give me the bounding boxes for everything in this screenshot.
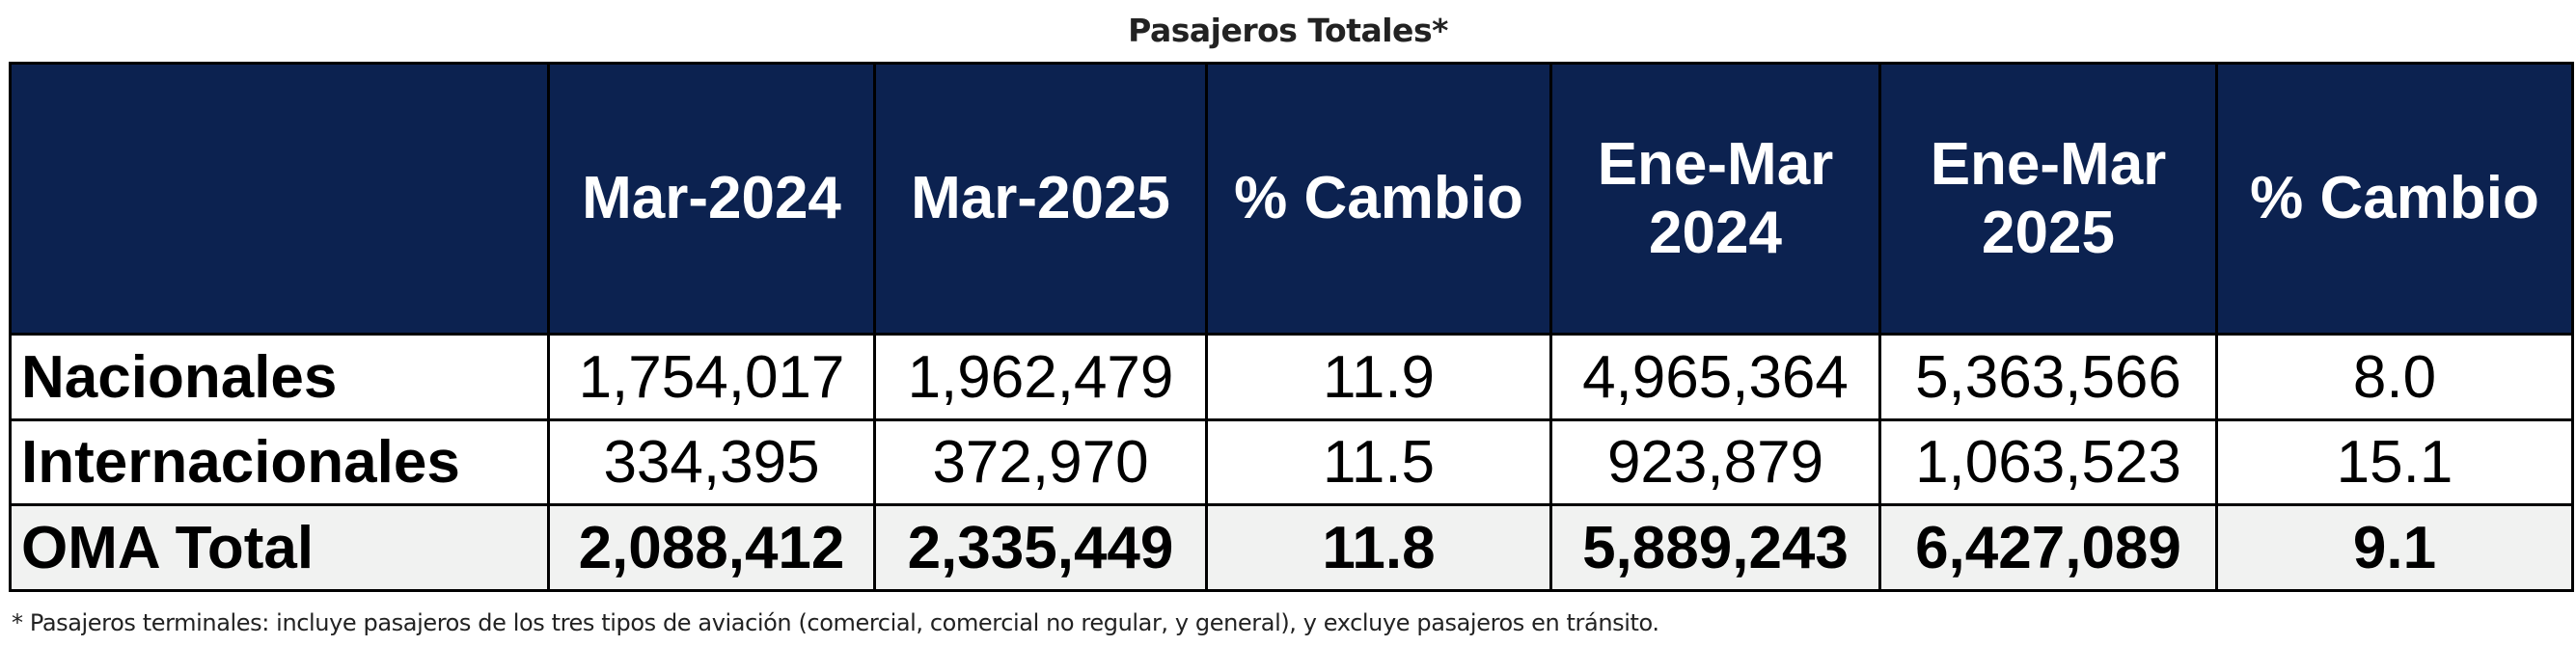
cell: 5,889,243	[1549, 503, 1881, 592]
header-mar-2025: Mar-2025	[873, 62, 1208, 336]
table-row-internacionales: Internacionales 334,395 372,970 11.5 923…	[9, 418, 2574, 506]
cell: 5,363,566	[1878, 333, 2218, 421]
cell: 1,063,523	[1878, 418, 2218, 506]
cell: 11.5	[1205, 418, 1552, 506]
header-empty	[9, 62, 550, 336]
header-pct-change-ytd: % Cambio	[2215, 62, 2574, 336]
cell: 6,427,089	[1878, 503, 2218, 592]
cell: 923,879	[1549, 418, 1881, 506]
cell: 4,965,364	[1549, 333, 1881, 421]
cell: 11.8	[1205, 503, 1552, 592]
table-row-oma-total: OMA Total 2,088,412 2,335,449 11.8 5,889…	[9, 503, 2574, 592]
cell: 9.1	[2215, 503, 2574, 592]
cell: 11.9	[1205, 333, 1552, 421]
table-row-nacionales: Nacionales 1,754,017 1,962,479 11.9 4,96…	[9, 333, 2574, 421]
row-label: Internacionales	[9, 418, 550, 506]
header-pct-change-month: % Cambio	[1205, 62, 1552, 336]
cell: 1,962,479	[873, 333, 1208, 421]
row-label: Nacionales	[9, 333, 550, 421]
table-title: Pasajeros Totales*	[1128, 12, 1448, 49]
header-ene-mar-2024: Ene-Mar 2024	[1549, 62, 1881, 336]
cell: 2,335,449	[873, 503, 1208, 592]
row-label: OMA Total	[9, 503, 550, 592]
cell: 15.1	[2215, 418, 2574, 506]
header-ene-mar-2025: Ene-Mar 2025	[1878, 62, 2218, 336]
cell: 372,970	[873, 418, 1208, 506]
cell: 334,395	[547, 418, 876, 506]
cell: 2,088,412	[547, 503, 876, 592]
passengers-table: Mar-2024 Mar-2025 % Cambio Ene-Mar 2024 …	[9, 62, 2574, 592]
cell: 8.0	[2215, 333, 2574, 421]
footnote: * Pasajeros terminales: incluye pasajero…	[12, 609, 1659, 636]
header-mar-2024: Mar-2024	[547, 62, 876, 336]
cell: 1,754,017	[547, 333, 876, 421]
header-row: Mar-2024 Mar-2025 % Cambio Ene-Mar 2024 …	[9, 62, 2574, 336]
